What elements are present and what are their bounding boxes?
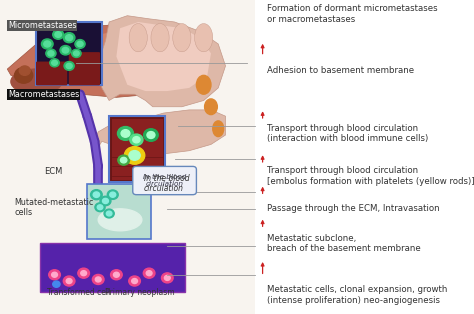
Circle shape (164, 275, 170, 280)
Circle shape (100, 196, 111, 206)
Circle shape (95, 203, 105, 212)
Circle shape (91, 190, 102, 200)
FancyBboxPatch shape (36, 62, 67, 85)
Text: Metastatic subclone,
breach of the basement membrane: Metastatic subclone, breach of the basem… (267, 234, 421, 253)
Circle shape (110, 192, 116, 197)
FancyBboxPatch shape (36, 22, 102, 85)
Circle shape (162, 273, 173, 283)
Text: Adhesion to basement membrane: Adhesion to basement membrane (267, 66, 414, 75)
Circle shape (53, 281, 60, 287)
Circle shape (129, 276, 140, 286)
Circle shape (124, 147, 145, 164)
Circle shape (118, 155, 129, 165)
Circle shape (102, 198, 109, 203)
Circle shape (95, 277, 101, 282)
Circle shape (93, 192, 100, 198)
Text: Transport through blood circulation
(interaction with blood immune cells): Transport through blood circulation (int… (267, 124, 428, 143)
Text: Transport through blood circulation
[embolus formation with platelets (yellow ro: Transport through blood circulation [emb… (267, 166, 474, 186)
Polygon shape (47, 31, 174, 78)
Polygon shape (95, 110, 226, 154)
Ellipse shape (196, 75, 211, 94)
Circle shape (106, 211, 112, 216)
Circle shape (41, 39, 53, 49)
Text: In the blood
circulation: In the blood circulation (143, 174, 186, 187)
Circle shape (64, 62, 74, 70)
Circle shape (46, 49, 56, 58)
Circle shape (65, 35, 73, 41)
Text: Micrometastases: Micrometastases (8, 21, 76, 30)
Text: Macrometastases: Macrometastases (8, 90, 79, 99)
Ellipse shape (151, 24, 169, 52)
Text: Metastatic cells, clonal expansion, growth
(intense proliferation) neo-angiogene: Metastatic cells, clonal expansion, grow… (267, 285, 448, 305)
Ellipse shape (195, 24, 213, 52)
Circle shape (143, 268, 155, 278)
Ellipse shape (11, 69, 62, 94)
Circle shape (147, 132, 155, 138)
FancyBboxPatch shape (69, 52, 100, 85)
Circle shape (66, 63, 72, 68)
Circle shape (73, 51, 79, 56)
Circle shape (52, 272, 57, 277)
Text: In the blood
circulation: In the blood circulation (144, 174, 189, 193)
Circle shape (64, 33, 75, 43)
Circle shape (48, 51, 54, 56)
Circle shape (130, 134, 143, 145)
Circle shape (118, 127, 134, 140)
Polygon shape (7, 25, 189, 97)
FancyBboxPatch shape (112, 119, 163, 180)
Text: Transformed cell: Transformed cell (47, 288, 110, 297)
Text: Primary neoplasm: Primary neoplasm (106, 288, 175, 297)
Circle shape (77, 41, 83, 46)
Circle shape (52, 60, 57, 65)
Circle shape (113, 272, 119, 277)
Circle shape (110, 270, 122, 280)
Ellipse shape (173, 24, 191, 52)
FancyBboxPatch shape (87, 184, 151, 239)
FancyBboxPatch shape (109, 116, 165, 182)
Ellipse shape (205, 99, 217, 115)
Circle shape (15, 68, 33, 83)
Circle shape (104, 209, 114, 218)
Circle shape (121, 130, 130, 137)
Circle shape (72, 49, 81, 57)
Circle shape (19, 66, 30, 75)
FancyBboxPatch shape (0, 0, 255, 314)
Ellipse shape (213, 121, 224, 137)
Circle shape (64, 276, 75, 286)
Polygon shape (117, 22, 211, 91)
FancyBboxPatch shape (40, 243, 185, 292)
Circle shape (107, 190, 118, 199)
Circle shape (75, 40, 85, 48)
Text: ECM: ECM (44, 167, 62, 176)
Circle shape (132, 279, 137, 284)
FancyBboxPatch shape (133, 166, 196, 195)
Circle shape (144, 129, 158, 141)
Circle shape (55, 32, 62, 37)
Text: Formation of dormant micrometastases
or macrometastases: Formation of dormant micrometastases or … (267, 4, 438, 24)
Circle shape (120, 157, 127, 163)
Circle shape (133, 137, 140, 143)
Circle shape (81, 271, 87, 276)
Text: Mutated-metastatic
cells: Mutated-metastatic cells (15, 198, 94, 217)
Circle shape (97, 205, 103, 210)
Circle shape (49, 270, 60, 280)
Circle shape (62, 47, 69, 53)
Polygon shape (98, 16, 226, 107)
Circle shape (78, 268, 90, 278)
Circle shape (66, 279, 72, 284)
Ellipse shape (98, 209, 142, 231)
Circle shape (60, 46, 71, 55)
Circle shape (129, 151, 140, 160)
Circle shape (50, 59, 59, 67)
Ellipse shape (129, 24, 147, 52)
Text: Passage through the ECM, Intravasation: Passage through the ECM, Intravasation (267, 204, 440, 213)
Circle shape (92, 274, 104, 284)
Circle shape (53, 30, 64, 39)
Circle shape (146, 271, 152, 276)
Circle shape (44, 41, 51, 47)
